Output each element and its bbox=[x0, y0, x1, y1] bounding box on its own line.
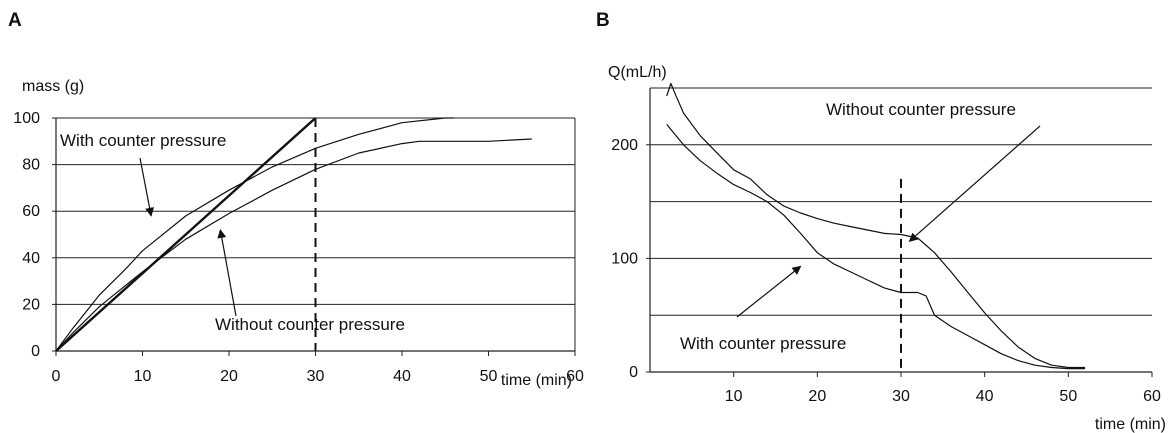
panel-a-series-line-2 bbox=[55, 138, 532, 352]
panel-a-x-tick-label: 20 bbox=[220, 368, 238, 385]
panel-a-annotation-arrow bbox=[139, 157, 155, 217]
panel-a-annotation-arrow bbox=[217, 228, 237, 317]
panel-b-letter: B bbox=[596, 10, 610, 31]
panel-b-x-tick-label: 60 bbox=[1143, 388, 1161, 405]
panel-b-x-tick-label: 20 bbox=[808, 388, 826, 405]
panel-b-annotation-arrow bbox=[736, 265, 802, 318]
panel-b-x-tick-label: 30 bbox=[892, 388, 910, 405]
panel-a-annotation-label: With counter pressure bbox=[60, 131, 226, 150]
panel-b-xlabel: time (min) bbox=[1095, 416, 1166, 433]
panel-a-xlabel: time (min) bbox=[501, 372, 572, 389]
panel-a-y-tick-label: 40 bbox=[22, 250, 40, 267]
panel-a-y-tick-label: 0 bbox=[31, 343, 40, 360]
panel-b-series-line-1 bbox=[666, 82, 1086, 369]
panel-a-x-tick-label: 0 bbox=[52, 368, 61, 385]
panel-b-plot: 0 100 200 10 20 30 40 50 60 Without counter press… bbox=[611, 82, 1161, 405]
panel-b-annotation-arrow bbox=[908, 125, 1041, 242]
panel-a-letter: A bbox=[8, 10, 22, 31]
panel-a-x-tick-label: 50 bbox=[480, 368, 498, 385]
panel-a-y-tick-label: 100 bbox=[13, 110, 40, 127]
panel-a-series-line-3 bbox=[55, 117, 317, 352]
panel-a-x-tick-label: 10 bbox=[134, 368, 152, 385]
panel-b-ylabel: Q(mL/h) bbox=[608, 64, 667, 81]
panel-a-annotation-label: Without counter pressure bbox=[215, 315, 405, 334]
panel-a-x-tick-label: 60 bbox=[566, 368, 584, 385]
panel-a-ylabel: mass (g) bbox=[22, 78, 84, 95]
panel-a-x-tick-label: 30 bbox=[307, 368, 325, 385]
panel-b-x-tick-label: 50 bbox=[1059, 388, 1077, 405]
panel-a-x-tick-label: 40 bbox=[393, 368, 411, 385]
panel-a-y-tick-label: 80 bbox=[22, 157, 40, 174]
panel-a-series-line-1 bbox=[55, 117, 454, 352]
panel-b-y-tick-label: 0 bbox=[629, 364, 638, 381]
panel-a-y-tick-label: 20 bbox=[22, 296, 40, 313]
panel-b-y-tick-label: 100 bbox=[611, 250, 638, 267]
panel-b-x-tick-label: 40 bbox=[976, 388, 994, 405]
panel-b-annotation-label: With counter pressure bbox=[680, 334, 846, 353]
panel-a-plot: 0 20 40 60 80 100 0 10 20 30 40 50 60 With counter pr… bbox=[13, 110, 584, 385]
panel-b-annotation-label: Without counter pressure bbox=[826, 100, 1016, 119]
panel-b-x-tick-label: 10 bbox=[725, 388, 743, 405]
panel-a-y-tick-label: 60 bbox=[22, 203, 40, 220]
panel-b-series-line-2 bbox=[666, 124, 1086, 370]
panel-b-y-tick-label: 200 bbox=[611, 137, 638, 154]
